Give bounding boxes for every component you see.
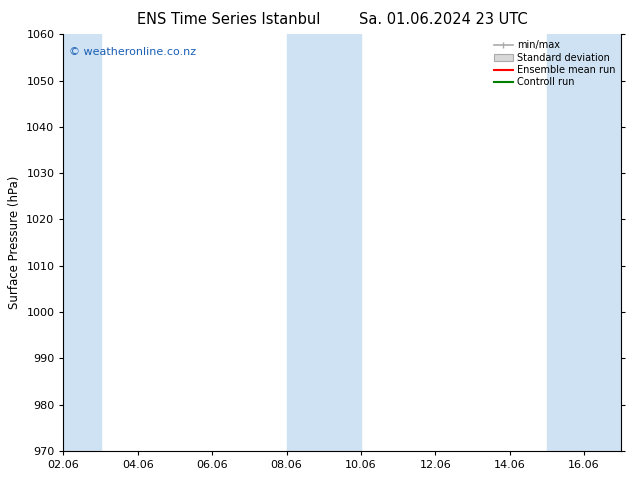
Text: Sa. 01.06.2024 23 UTC: Sa. 01.06.2024 23 UTC [359, 12, 528, 27]
Legend: min/max, Standard deviation, Ensemble mean run, Controll run: min/max, Standard deviation, Ensemble me… [491, 37, 618, 90]
Y-axis label: Surface Pressure (hPa): Surface Pressure (hPa) [8, 176, 21, 309]
Bar [63, 34, 101, 451]
Text: © weatheronline.co.nz: © weatheronline.co.nz [69, 47, 196, 57]
Text: ENS Time Series Istanbul: ENS Time Series Istanbul [136, 12, 320, 27]
Bar [287, 34, 361, 451]
Bar [547, 34, 621, 451]
